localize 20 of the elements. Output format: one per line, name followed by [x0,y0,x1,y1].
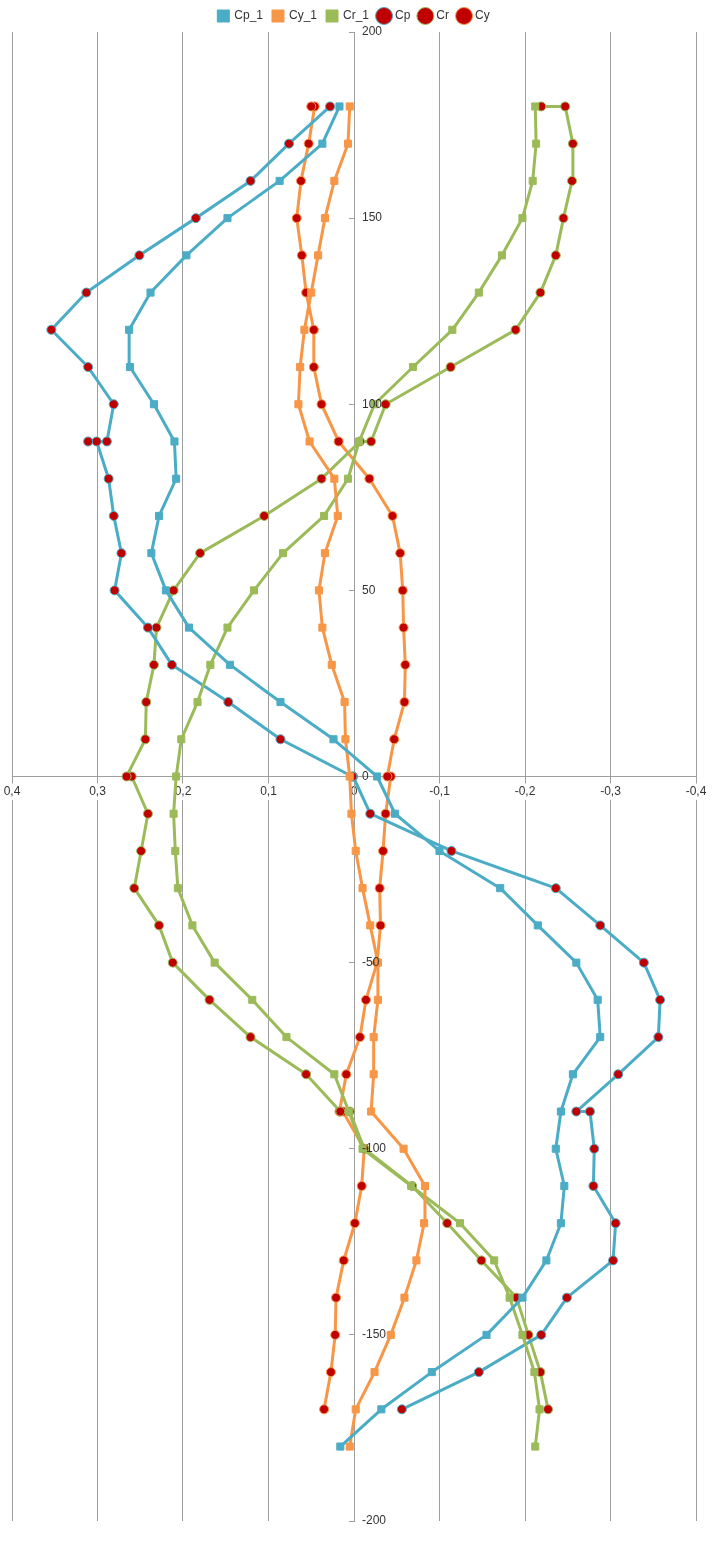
y-tick-label: 200 [362,24,383,39]
legend-label: Cr [436,8,450,23]
y-tick-label: 50 [362,582,376,597]
y-tick-label: -200 [362,1513,387,1528]
legend-label: Cp_1 [234,8,264,23]
y-tick-label: -150 [362,1327,387,1342]
legend-label: Cp [395,8,411,23]
legend-label: Cy [475,8,490,23]
x-tick-label: 0,1 [260,784,278,799]
y-tick-label: 100 [362,396,383,411]
y-tick-label: 150 [362,210,383,225]
x-tick-label: 0,3 [89,784,107,799]
x-tick-label: -0,2 [514,784,536,799]
y-tick-label: 0 [362,768,369,783]
x-tick-label: -0,4 [685,784,707,799]
x-tick-label: -0,3 [600,784,622,799]
x-tick-label: 0,4 [3,784,21,799]
legend-label: Cy_1 [289,8,318,23]
legend-label: Cr_1 [343,8,370,23]
x-tick-label: -0,1 [429,784,451,799]
